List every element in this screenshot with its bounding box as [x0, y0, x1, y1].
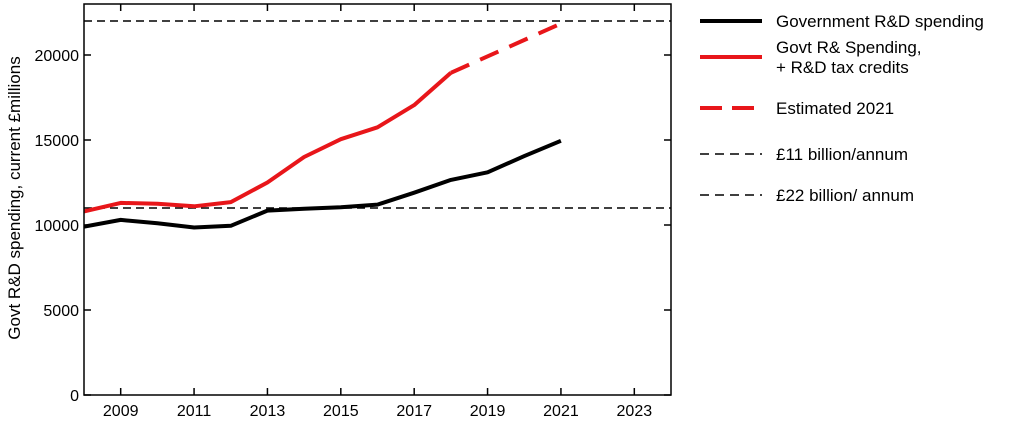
legend-label-1: Government R&D spending: [776, 12, 984, 31]
y-tick-label: 5000: [43, 303, 79, 320]
series-line-3: [450, 21, 562, 75]
y-axis-label: Govt R&D spending, current £millions: [5, 56, 24, 339]
axes: 2009 2011 2013 2015 2017 2019 2021 2023 0 5000 100…: [35, 3, 672, 420]
x-tick-label: 2021: [543, 403, 579, 420]
y-tick-label: 0: [70, 388, 79, 405]
series-line-1: [84, 138, 562, 230]
x-tick-label: 2009: [103, 403, 139, 420]
x-tick-label: 2019: [470, 403, 506, 420]
legend-label-3: Estimated 2021: [776, 99, 894, 118]
x-tick-label: 2015: [323, 403, 359, 420]
x-tick-label: 2017: [396, 403, 432, 420]
legend-label-2: Govt R& Spending, + R&D tax credits: [776, 38, 922, 77]
plot-area: [84, 20, 671, 230]
x-tick-label: 2011: [177, 403, 212, 420]
y-tick-label: 20000: [35, 48, 80, 65]
legend: Government R&D spending Govt R& Spending,…: [700, 12, 984, 205]
plot-frame: [83, 3, 672, 396]
x-tick-label: 2013: [250, 403, 286, 420]
legend-label-4: £11 billion/annum: [776, 145, 908, 164]
series-line-2: [84, 71, 453, 214]
y-tick-label: 10000: [35, 218, 80, 235]
y-tick-label: 15000: [35, 133, 80, 150]
legend-label-5: £22 billion/ annum: [776, 186, 914, 205]
x-tick-label: 2023: [617, 403, 653, 420]
